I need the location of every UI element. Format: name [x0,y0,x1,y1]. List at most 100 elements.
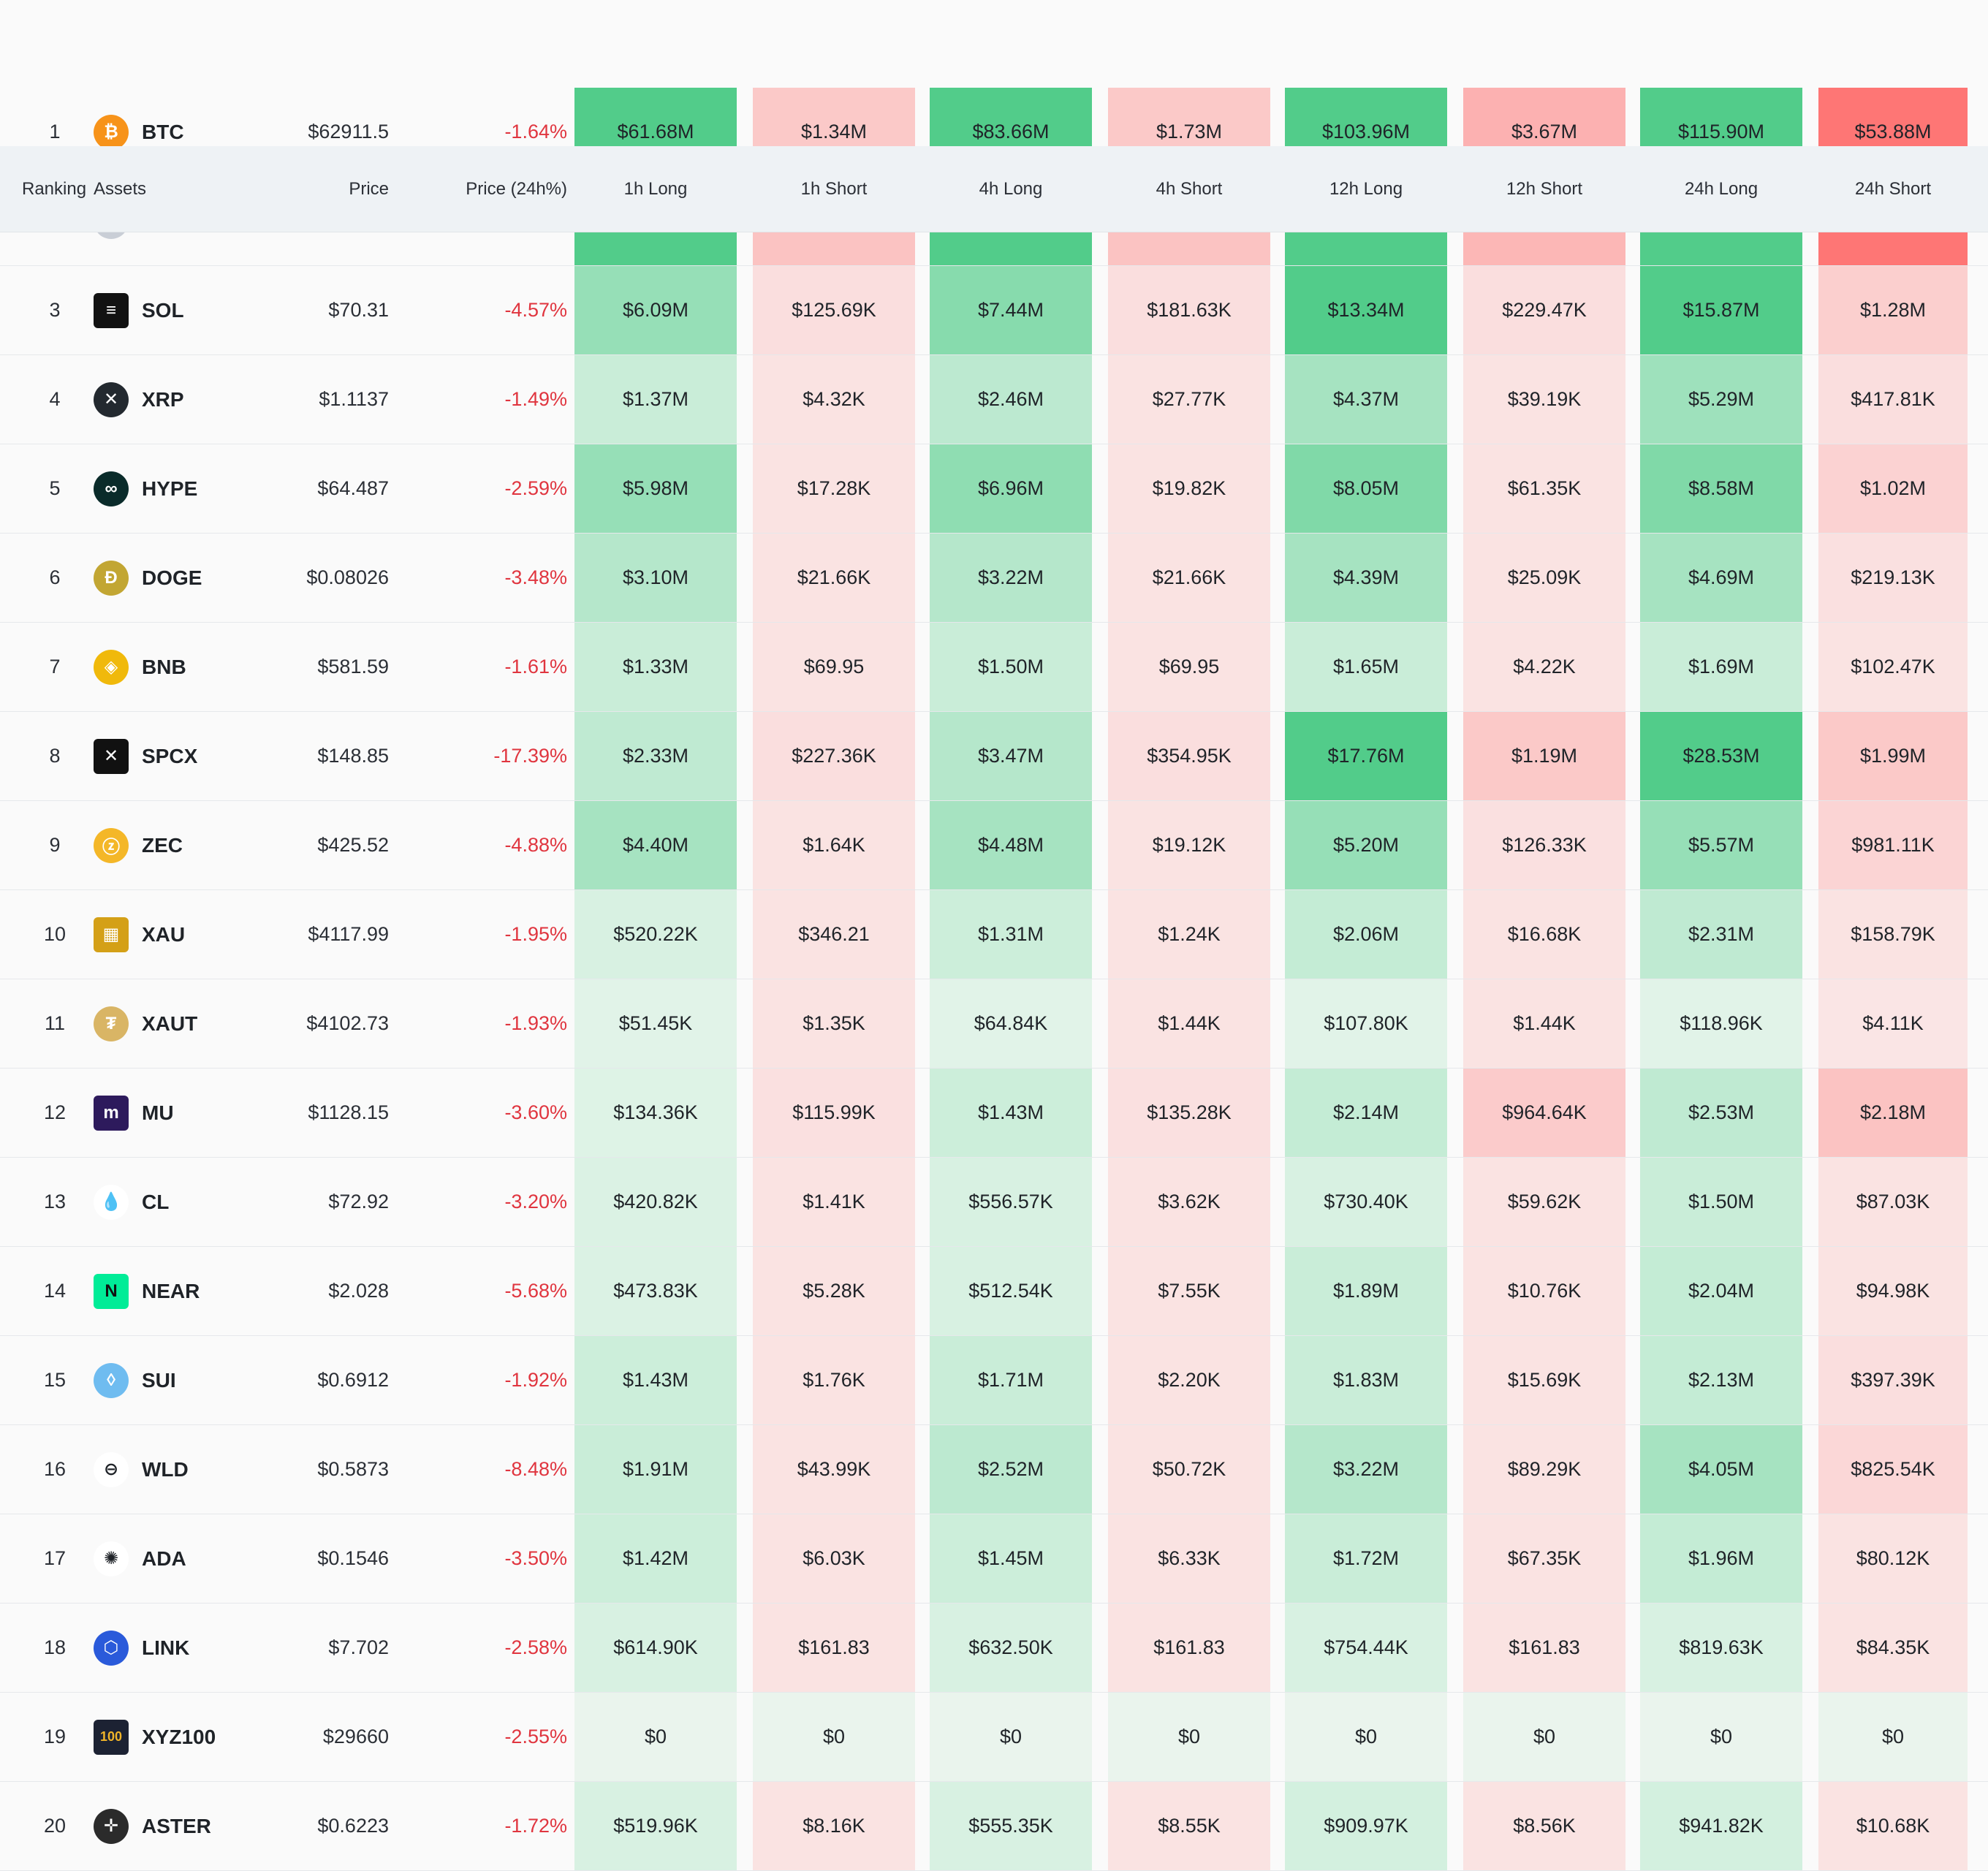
price-change-cell: -1.49% [504,388,567,410]
table-row[interactable]: 4 ✕ XRP $1.1137 -1.49% $1.37M $4.32K $2.46M $27.… [0,355,1988,444]
asset-cell[interactable]: ₿ BTC [94,88,298,176]
asset-cell[interactable]: ▦ XAU [94,890,298,979]
long-liquidation-cell: $0 [1285,1693,1447,1781]
rank-cell: 7 [49,656,61,678]
long-liquidation-cell: $819.63K [1640,1604,1802,1692]
bnb-icon: ◈ [94,649,129,685]
asset-cell[interactable]: ✕ XRP [94,355,298,444]
long-liquidation-cell: $5.20M [1285,801,1447,889]
asset-cell[interactable]: ⓩ ZEC [94,801,298,889]
long-liquidation-cell: $4.39M [1285,534,1447,622]
table-row[interactable]: 7 ◈ BNB $581.59 -1.61% $1.33M $69.95 $1.50M $69.… [0,623,1988,712]
table-row[interactable]: 6 Ð DOGE $0.08026 -3.48% $3.10M $21.66K $3.22M $… [0,534,1988,623]
table-row[interactable]: 19 100 XYZ100 $29660 -2.55% $0 $0 $0 $0 $0 $0 $0 $0 [0,1693,1988,1782]
header-4h-long[interactable]: 4h Long [979,178,1043,199]
asset-cell[interactable]: Ð DOGE [94,534,298,622]
long-liquidation-cell: $519.96K [574,1782,737,1870]
price-change-cell: -8.48% [504,1458,567,1480]
price-cell: $62911.5 [308,121,389,143]
rank-cell: 12 [43,1101,67,1123]
price-change-cell: -1.95% [504,923,567,945]
header-price-change[interactable]: Price (24h%) [466,178,567,199]
short-liquidation-cell: $69.95 [1108,623,1270,711]
table-row[interactable]: 16 ⊖ WLD $0.5873 -8.48% $1.91M $43.99K $2.52M $5… [0,1425,1988,1514]
table-row[interactable]: 18 ⬡ LINK $7.702 -2.58% $614.90K $161.83 $632.5… [0,1604,1988,1693]
header-24h-long[interactable]: 24h Long [1684,178,1759,199]
short-liquidation-cell: $0 [1463,1693,1625,1781]
long-liquidation-cell: $2.33M [574,712,737,800]
header-1h-short[interactable]: 1h Short [800,178,868,199]
long-liquidation-cell: $2.14M [1285,1069,1447,1157]
asset-cell[interactable]: 💧 CL [94,1158,298,1246]
table-row[interactable]: 9 ⓩ ZEC $425.52 -4.88% $4.40M $1.64K $4.48M $19.… [0,801,1988,890]
header-24h-short[interactable]: 24h Short [1854,178,1932,199]
asset-cell[interactable]: ◈ BNB [94,623,298,711]
asset-cell[interactable]: ✕ SPCX [94,712,298,800]
short-liquidation-cell: $1.19M [1463,712,1625,800]
table-row[interactable]: 14 N NEAR $2.028 -5.68% $473.83K $5.28K $512.54… [0,1247,1988,1336]
short-liquidation-cell: $50.72K [1108,1425,1270,1514]
asset-cell[interactable]: ◊ SUI [94,1336,298,1424]
short-liquidation-cell: $219.13K [1818,534,1968,622]
long-liquidation-cell: $28.53M [1640,712,1802,800]
long-liquidation-cell: $0 [1640,1693,1802,1781]
asset-symbol: XAUT [142,1012,198,1035]
header-1h-long[interactable]: 1h Long [623,178,688,199]
long-liquidation-cell: $6.09M [574,266,737,354]
long-liquidation-cell: $5.29M [1640,355,1802,444]
asset-cell[interactable]: 100 XYZ100 [94,1693,298,1781]
short-liquidation-cell: $87.03K [1818,1158,1968,1246]
short-liquidation-cell: $1.76K [753,1336,915,1424]
short-liquidation-cell: $10.68K [1818,1782,1968,1870]
asset-cell[interactable]: ≡ SOL [94,266,298,354]
table-row[interactable]: 15 ◊ SUI $0.6912 -1.92% $1.43M $1.76K $1.71M $2.… [0,1336,1988,1425]
long-liquidation-cell: $1.45M [930,1514,1092,1603]
asset-cell[interactable]: m MU [94,1069,298,1157]
table-row[interactable]: 11 ₮ XAUT $4102.73 -1.93% $51.45K $1.35K $64.84… [0,979,1988,1069]
asset-symbol: XAU [142,922,186,946]
long-liquidation-cell: $3.47M [930,712,1092,800]
table-row[interactable]: 3 ≡ SOL $70.31 -4.57% $6.09M $125.69K $7.44M $18… [0,266,1988,355]
header-4h-short[interactable]: 4h Short [1156,178,1223,199]
short-liquidation-cell: $10.76K [1463,1247,1625,1335]
price-cell: $425.52 [317,834,389,856]
asset-cell[interactable]: ∞ HYPE [94,444,298,533]
sui-icon: ◊ [94,1362,129,1398]
long-liquidation-cell: $4.05M [1640,1425,1802,1514]
short-liquidation-cell: $15.69K [1463,1336,1625,1424]
long-liquidation-cell: $3.22M [1285,1425,1447,1514]
table-row[interactable]: 20 ✛ ASTER $0.6223 -1.72% $519.96K $8.16K $555.… [0,1782,1988,1871]
price-change-cell: -2.55% [504,1726,567,1747]
asset-symbol: DOGE [142,566,202,589]
price-cell: $2.028 [328,1280,389,1302]
long-liquidation-cell: $8.58M [1640,444,1802,533]
table-row[interactable]: 13 💧 CL $72.92 -3.20% $420.82K $1.41K $556.57K $… [0,1158,1988,1247]
asset-symbol: ASTER [142,1814,211,1837]
long-liquidation-cell: $2.06M [1285,890,1447,979]
asset-cell[interactable]: ✛ ASTER [94,1782,298,1870]
table-row[interactable]: 8 ✕ SPCX $148.85 -17.39% $2.33M $227.36K $3.47M… [0,712,1988,801]
solana-icon: ≡ [94,292,129,328]
table-row[interactable]: 10 ▦ XAU $4117.99 -1.95% $520.22K $346.21 $1.31… [0,890,1988,979]
header-assets[interactable]: Assets [94,178,147,199]
long-liquidation-cell: $420.82K [574,1158,737,1246]
long-liquidation-cell: $1.50M [1640,1158,1802,1246]
asset-cell[interactable]: N NEAR [94,1247,298,1335]
asset-cell[interactable]: ⬡ LINK [94,1604,298,1692]
asset-cell[interactable]: ✺ ADA [94,1514,298,1603]
long-liquidation-cell: $1.50M [930,623,1092,711]
table-row[interactable]: 5 ∞ HYPE $64.487 -2.59% $5.98M $17.28K $6.96M $1… [0,444,1988,534]
rank-cell: 1 [49,121,61,143]
table-row[interactable]: 17 ✺ ADA $0.1546 -3.50% $1.42M $6.03K $1.45M $6.… [0,1514,1988,1604]
short-liquidation-cell: $1.28M [1818,266,1968,354]
header-12h-short[interactable]: 12h Short [1506,178,1583,199]
long-liquidation-cell: $3.10M [574,534,737,622]
short-liquidation-cell: $964.64K [1463,1069,1625,1157]
header-12h-long[interactable]: 12h Long [1329,178,1403,199]
asset-cell[interactable]: ⊖ WLD [94,1425,298,1514]
long-liquidation-cell: $1.31M [930,890,1092,979]
table-row[interactable]: 12 m MU $1128.15 -3.60% $134.36K $115.99K $1.43… [0,1069,1988,1158]
header-ranking[interactable]: Ranking [22,178,87,199]
asset-cell[interactable]: ₮ XAUT [94,979,298,1068]
header-price[interactable]: Price [349,178,389,199]
